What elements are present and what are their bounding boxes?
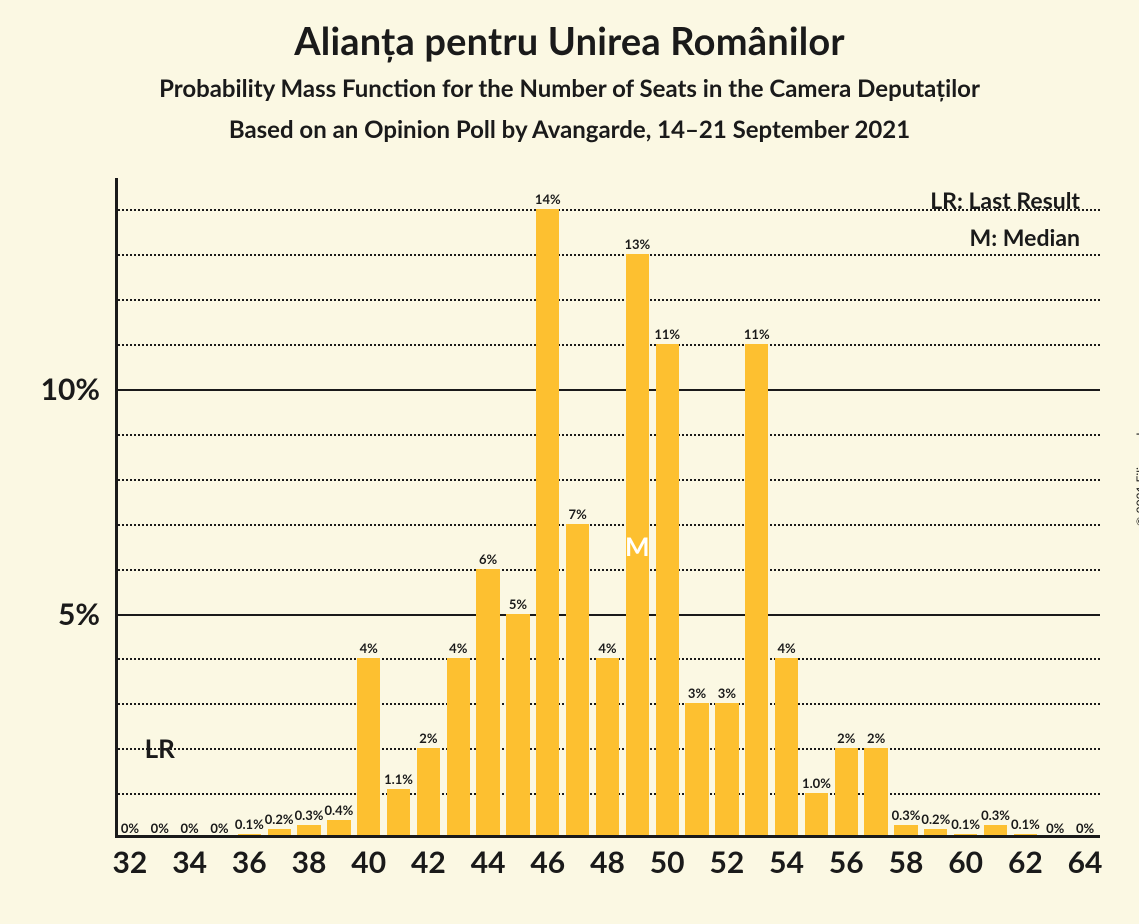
x-axis-tick: 38	[292, 844, 327, 880]
x-axis-tick: 42	[411, 844, 446, 880]
axis-border	[115, 178, 1100, 838]
x-axis-tick: 36	[232, 844, 267, 880]
x-axis-tick: 32	[113, 844, 148, 880]
x-axis-tick: 62	[1008, 844, 1043, 880]
x-axis-tick: 60	[948, 844, 983, 880]
x-axis-tick: 50	[650, 844, 685, 880]
x-axis-tick: 56	[829, 844, 864, 880]
y-axis-tick: 10%	[41, 371, 100, 407]
copyright-text: © 2021 Filip van Laenen	[1133, 398, 1139, 527]
x-axis-tick: 54	[769, 844, 804, 880]
y-axis-tick: 5%	[58, 596, 100, 632]
x-axis-tick: 52	[709, 844, 744, 880]
x-axis-tick: 46	[530, 844, 565, 880]
x-axis-tick: 64	[1068, 844, 1103, 880]
subtitle-2: Based on an Opinion Poll by Avangarde, 1…	[0, 115, 1139, 144]
x-axis-tick: 34	[172, 844, 207, 880]
x-axis-tick: 58	[889, 844, 924, 880]
x-axis-tick: 40	[351, 844, 386, 880]
subtitle-1: Probability Mass Function for the Number…	[0, 74, 1139, 103]
title-block: Alianța pentru Unirea Românilor Probabil…	[0, 0, 1139, 144]
x-axis-tick: 44	[471, 844, 506, 880]
plot-area: LR: Last Result M: Median 5%10%0%0%0%0%0…	[115, 178, 1100, 838]
main-title: Alianța pentru Unirea Românilor	[0, 18, 1139, 64]
x-axis-tick: 48	[590, 844, 625, 880]
